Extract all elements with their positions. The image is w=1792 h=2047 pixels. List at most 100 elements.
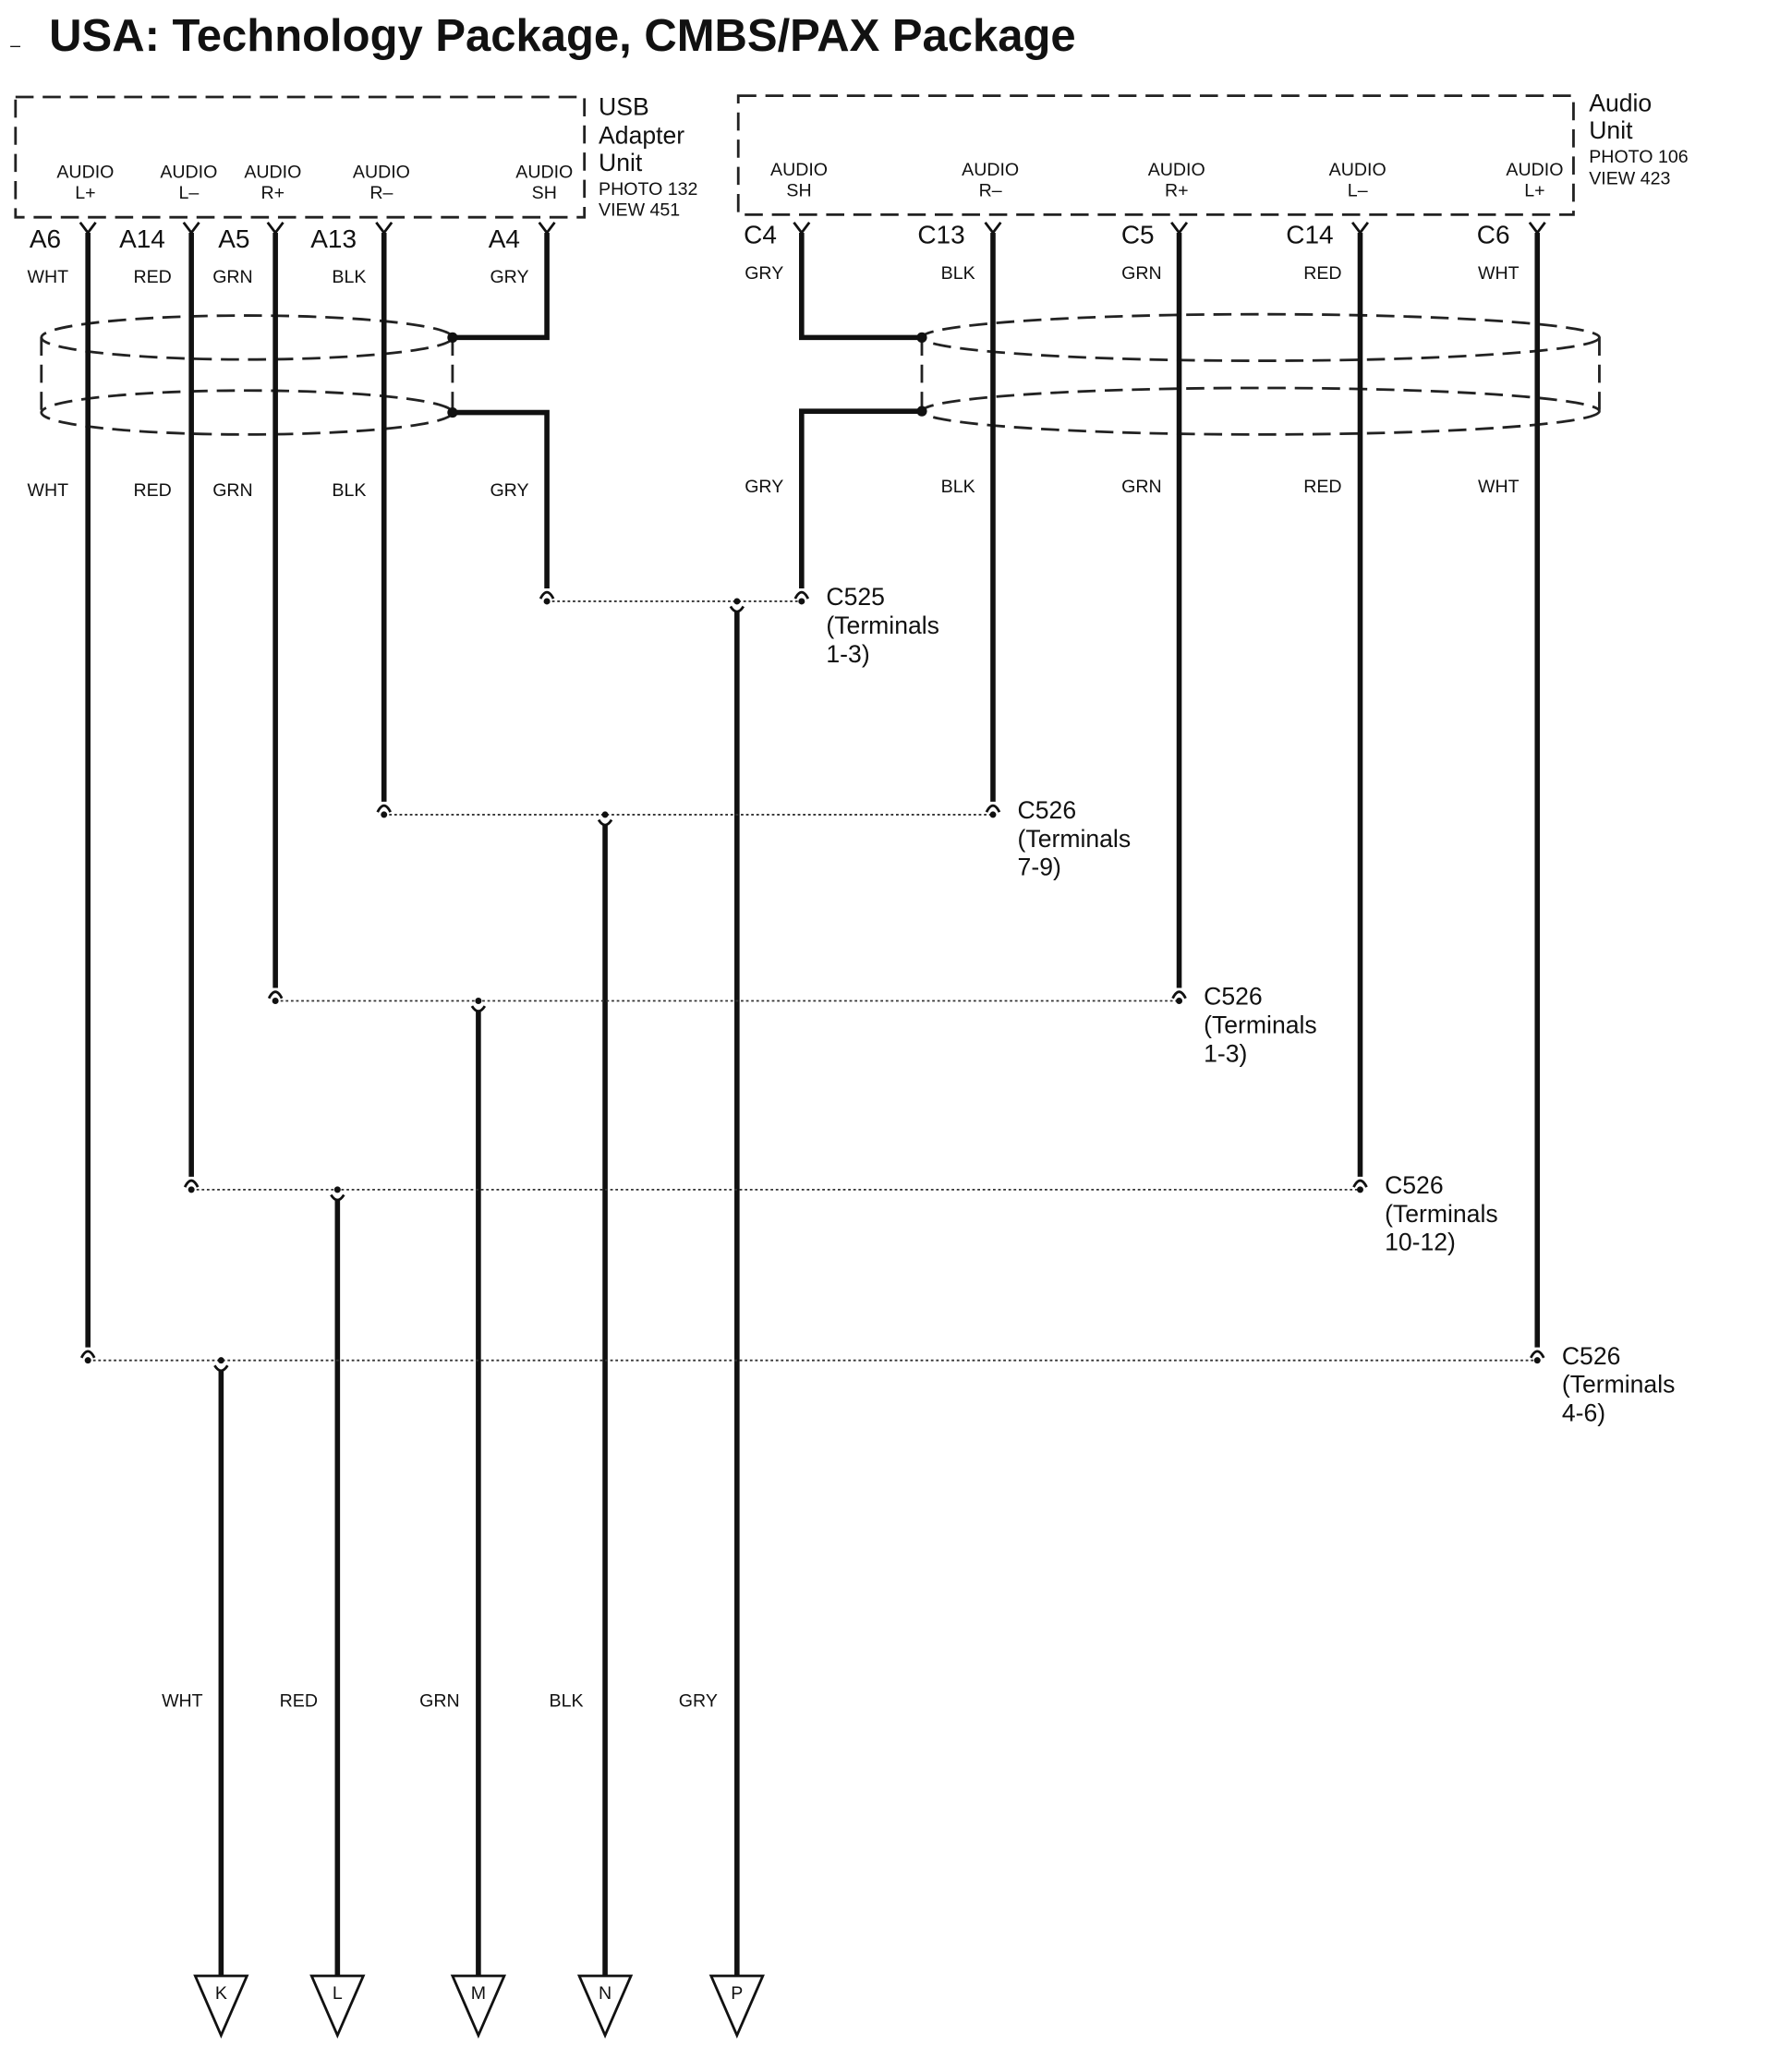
- terminal-label: R–: [979, 180, 1002, 200]
- output-label: P: [731, 1983, 743, 2004]
- unit-name: Adapter: [599, 121, 684, 149]
- terminal-label: AUDIO: [1329, 160, 1386, 180]
- splice: [447, 332, 458, 343]
- terminal: [475, 998, 482, 1005]
- cavity-label: C13: [917, 221, 964, 249]
- connector-symbol: [793, 590, 810, 600]
- wire-color: BLK: [941, 477, 975, 497]
- terminal: [188, 1186, 195, 1193]
- terminal-label: R+: [1165, 180, 1189, 200]
- title: USA: Technology Package, CMBS/PAX Packag…: [49, 11, 1075, 61]
- pin-symbol: [1170, 221, 1189, 236]
- pin-symbol: [793, 221, 811, 236]
- unit-name: Unit: [599, 149, 643, 176]
- cavity-label: A5: [218, 224, 249, 253]
- pin-symbol: [79, 221, 97, 236]
- output-label: L: [333, 1983, 343, 2004]
- pin-symbol: [266, 221, 285, 236]
- terminal: [543, 598, 551, 605]
- connector-terminals: (Terminals: [1385, 1200, 1498, 1228]
- unit-name: USB: [599, 93, 649, 121]
- connector-terminals: (Terminals: [1204, 1011, 1317, 1039]
- connector-terminals: 7-9): [1018, 854, 1061, 881]
- terminal-label: AUDIO: [515, 163, 573, 183]
- terminal-label: R–: [369, 183, 393, 203]
- connector-terminals: 4-6): [1562, 1399, 1605, 1426]
- connector-symbol: [597, 818, 613, 827]
- terminal: [798, 598, 805, 605]
- terminal-label: L–: [178, 183, 199, 203]
- splice: [916, 332, 927, 343]
- pin-symbol: [538, 221, 556, 236]
- terminal-label: L+: [1524, 180, 1544, 200]
- terminal-label: AUDIO: [353, 163, 410, 183]
- shield: [40, 389, 454, 436]
- unit-name: Audio: [1589, 89, 1652, 116]
- connector-name: C526: [1204, 983, 1263, 1011]
- wire-color: WHT: [1478, 477, 1520, 497]
- wire-color: GRY: [679, 1690, 718, 1711]
- terminal-label: L–: [1348, 180, 1368, 200]
- wire-color: RED: [133, 267, 171, 287]
- terminal-label: SH: [786, 180, 811, 200]
- connector-terminals: 1-3): [1204, 1039, 1247, 1067]
- wire-color: WHT: [1478, 263, 1520, 284]
- usb-unit-box: [14, 95, 587, 219]
- terminal-label: AUDIO: [1148, 160, 1205, 180]
- wire-color: GRN: [212, 267, 253, 287]
- shield: [920, 312, 1601, 362]
- title-dash: –: [10, 36, 20, 56]
- connector-symbol: [1171, 990, 1187, 999]
- connector-terminals: 10-12): [1385, 1229, 1456, 1256]
- terminal-label: AUDIO: [56, 163, 114, 183]
- output-arrow: [708, 1974, 765, 2039]
- terminal: [272, 998, 279, 1005]
- wire-color: BLK: [941, 263, 975, 284]
- wire-color: RED: [1303, 263, 1341, 284]
- connector-symbol: [1352, 1179, 1368, 1188]
- connector-symbol: [1530, 1350, 1545, 1359]
- wire-color: GRN: [419, 1690, 460, 1711]
- wire: [799, 232, 922, 588]
- pin-symbol: [1350, 221, 1370, 236]
- unit-name: Unit: [1589, 116, 1633, 144]
- wire-color: BLK: [332, 267, 366, 287]
- pin-symbol: [1528, 221, 1546, 236]
- connector-name: C526: [1562, 1342, 1621, 1370]
- cavity-label: C5: [1121, 221, 1155, 249]
- wire-color: GRY: [490, 267, 528, 287]
- terminal: [84, 1357, 91, 1364]
- output-arrow: [576, 1974, 634, 2039]
- splice: [447, 406, 458, 418]
- shield: [920, 386, 1601, 436]
- wire-color: GRN: [212, 480, 253, 501]
- output-label: M: [471, 1983, 486, 2004]
- wire: [452, 232, 550, 588]
- wire-color: GRY: [745, 477, 783, 497]
- terminal-label: AUDIO: [160, 163, 217, 183]
- connector-symbol: [183, 1179, 200, 1188]
- cavity-label: C6: [1477, 221, 1510, 249]
- wire-color: WHT: [162, 1690, 203, 1711]
- cavity-label: A6: [30, 224, 61, 253]
- terminal: [217, 1357, 224, 1364]
- pin-symbol: [984, 221, 1002, 236]
- cavity-label: A4: [489, 224, 520, 253]
- terminal: [733, 598, 741, 605]
- wire-color: GRN: [1121, 477, 1162, 497]
- terminal: [1533, 1357, 1541, 1364]
- audio-unit-box: [736, 94, 1575, 216]
- terminal-label: AUDIO: [1506, 160, 1563, 180]
- unit-ref: VIEW 451: [599, 200, 680, 220]
- wire-color: RED: [280, 1690, 318, 1711]
- connector-symbol: [729, 605, 745, 613]
- output-label: K: [215, 1983, 227, 2004]
- wire-color: WHT: [28, 480, 69, 501]
- unit-ref: VIEW 423: [1589, 169, 1670, 189]
- pin-symbol: [182, 221, 200, 236]
- unit-ref: PHOTO 132: [599, 179, 697, 200]
- output-label: N: [599, 1983, 611, 2004]
- terminal-label: L+: [75, 183, 95, 203]
- connector-name: C526: [1385, 1171, 1444, 1199]
